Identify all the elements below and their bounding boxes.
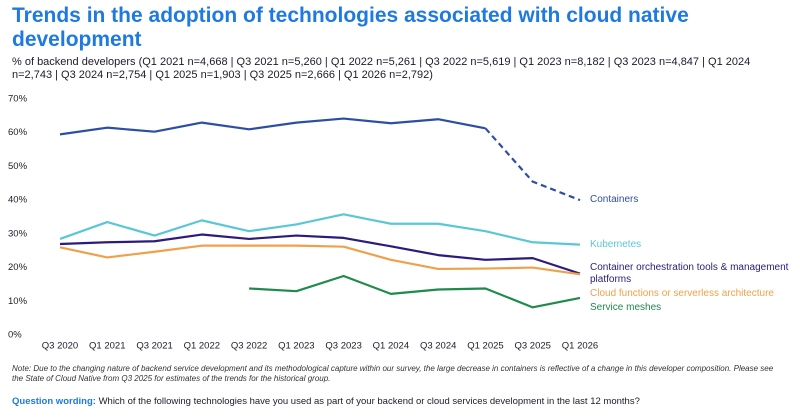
- x-tick-label: Q1 2026: [562, 341, 598, 352]
- x-tick-label: Q3 2022: [231, 341, 267, 352]
- x-tick-label: Q1 2021: [89, 341, 125, 352]
- question-wording: Question wording: Which of the following…: [12, 396, 792, 407]
- question-label: Question wording:: [12, 396, 96, 407]
- chart-subtitle: % of backend developers (Q1 2021 n=4,668…: [12, 56, 751, 81]
- question-text: Which of the following technologies have…: [98, 396, 640, 407]
- series-line: [249, 274, 581, 309]
- x-tick-label: Q1 2022: [184, 341, 220, 352]
- x-tick-label: Q3 2024: [420, 341, 456, 352]
- x-tick-label: Q1 2025: [467, 341, 503, 352]
- series-line: [59, 117, 581, 202]
- series-label: Cloud functions or serverless architectu…: [590, 287, 774, 299]
- series-label: Service meshes: [590, 301, 662, 313]
- y-tick-label: 40%: [8, 195, 28, 206]
- y-tick-label: 70%: [8, 94, 28, 105]
- y-tick-label: 10%: [8, 296, 28, 307]
- y-tick-label: 30%: [8, 228, 28, 239]
- y-tick-label: 20%: [8, 262, 28, 273]
- x-tick-label: Q3 2020: [42, 341, 78, 352]
- series-line: [59, 233, 581, 275]
- y-tick-label: 50%: [8, 161, 28, 172]
- x-tick-label: Q3 2023: [325, 341, 361, 352]
- y-tick-label: 0%: [8, 330, 22, 341]
- note: Note: Due to the changing nature of back…: [12, 364, 774, 383]
- series-line: [59, 213, 581, 246]
- x-tick-label: Q3 2021: [136, 341, 172, 352]
- series-label: Kubernetes: [590, 238, 642, 250]
- x-tick-label: Q3 2025: [515, 341, 551, 352]
- x-tick-label: Q1 2023: [278, 341, 314, 352]
- series-line: [59, 244, 581, 276]
- x-tick-label: Q1 2024: [373, 341, 409, 352]
- series-label: Container orchestration tools & manageme…: [590, 261, 789, 285]
- series-label: Containers: [590, 194, 639, 206]
- y-tick-label: 60%: [8, 127, 28, 138]
- chart-title: Trends in the adoption of technologies a…: [12, 4, 689, 51]
